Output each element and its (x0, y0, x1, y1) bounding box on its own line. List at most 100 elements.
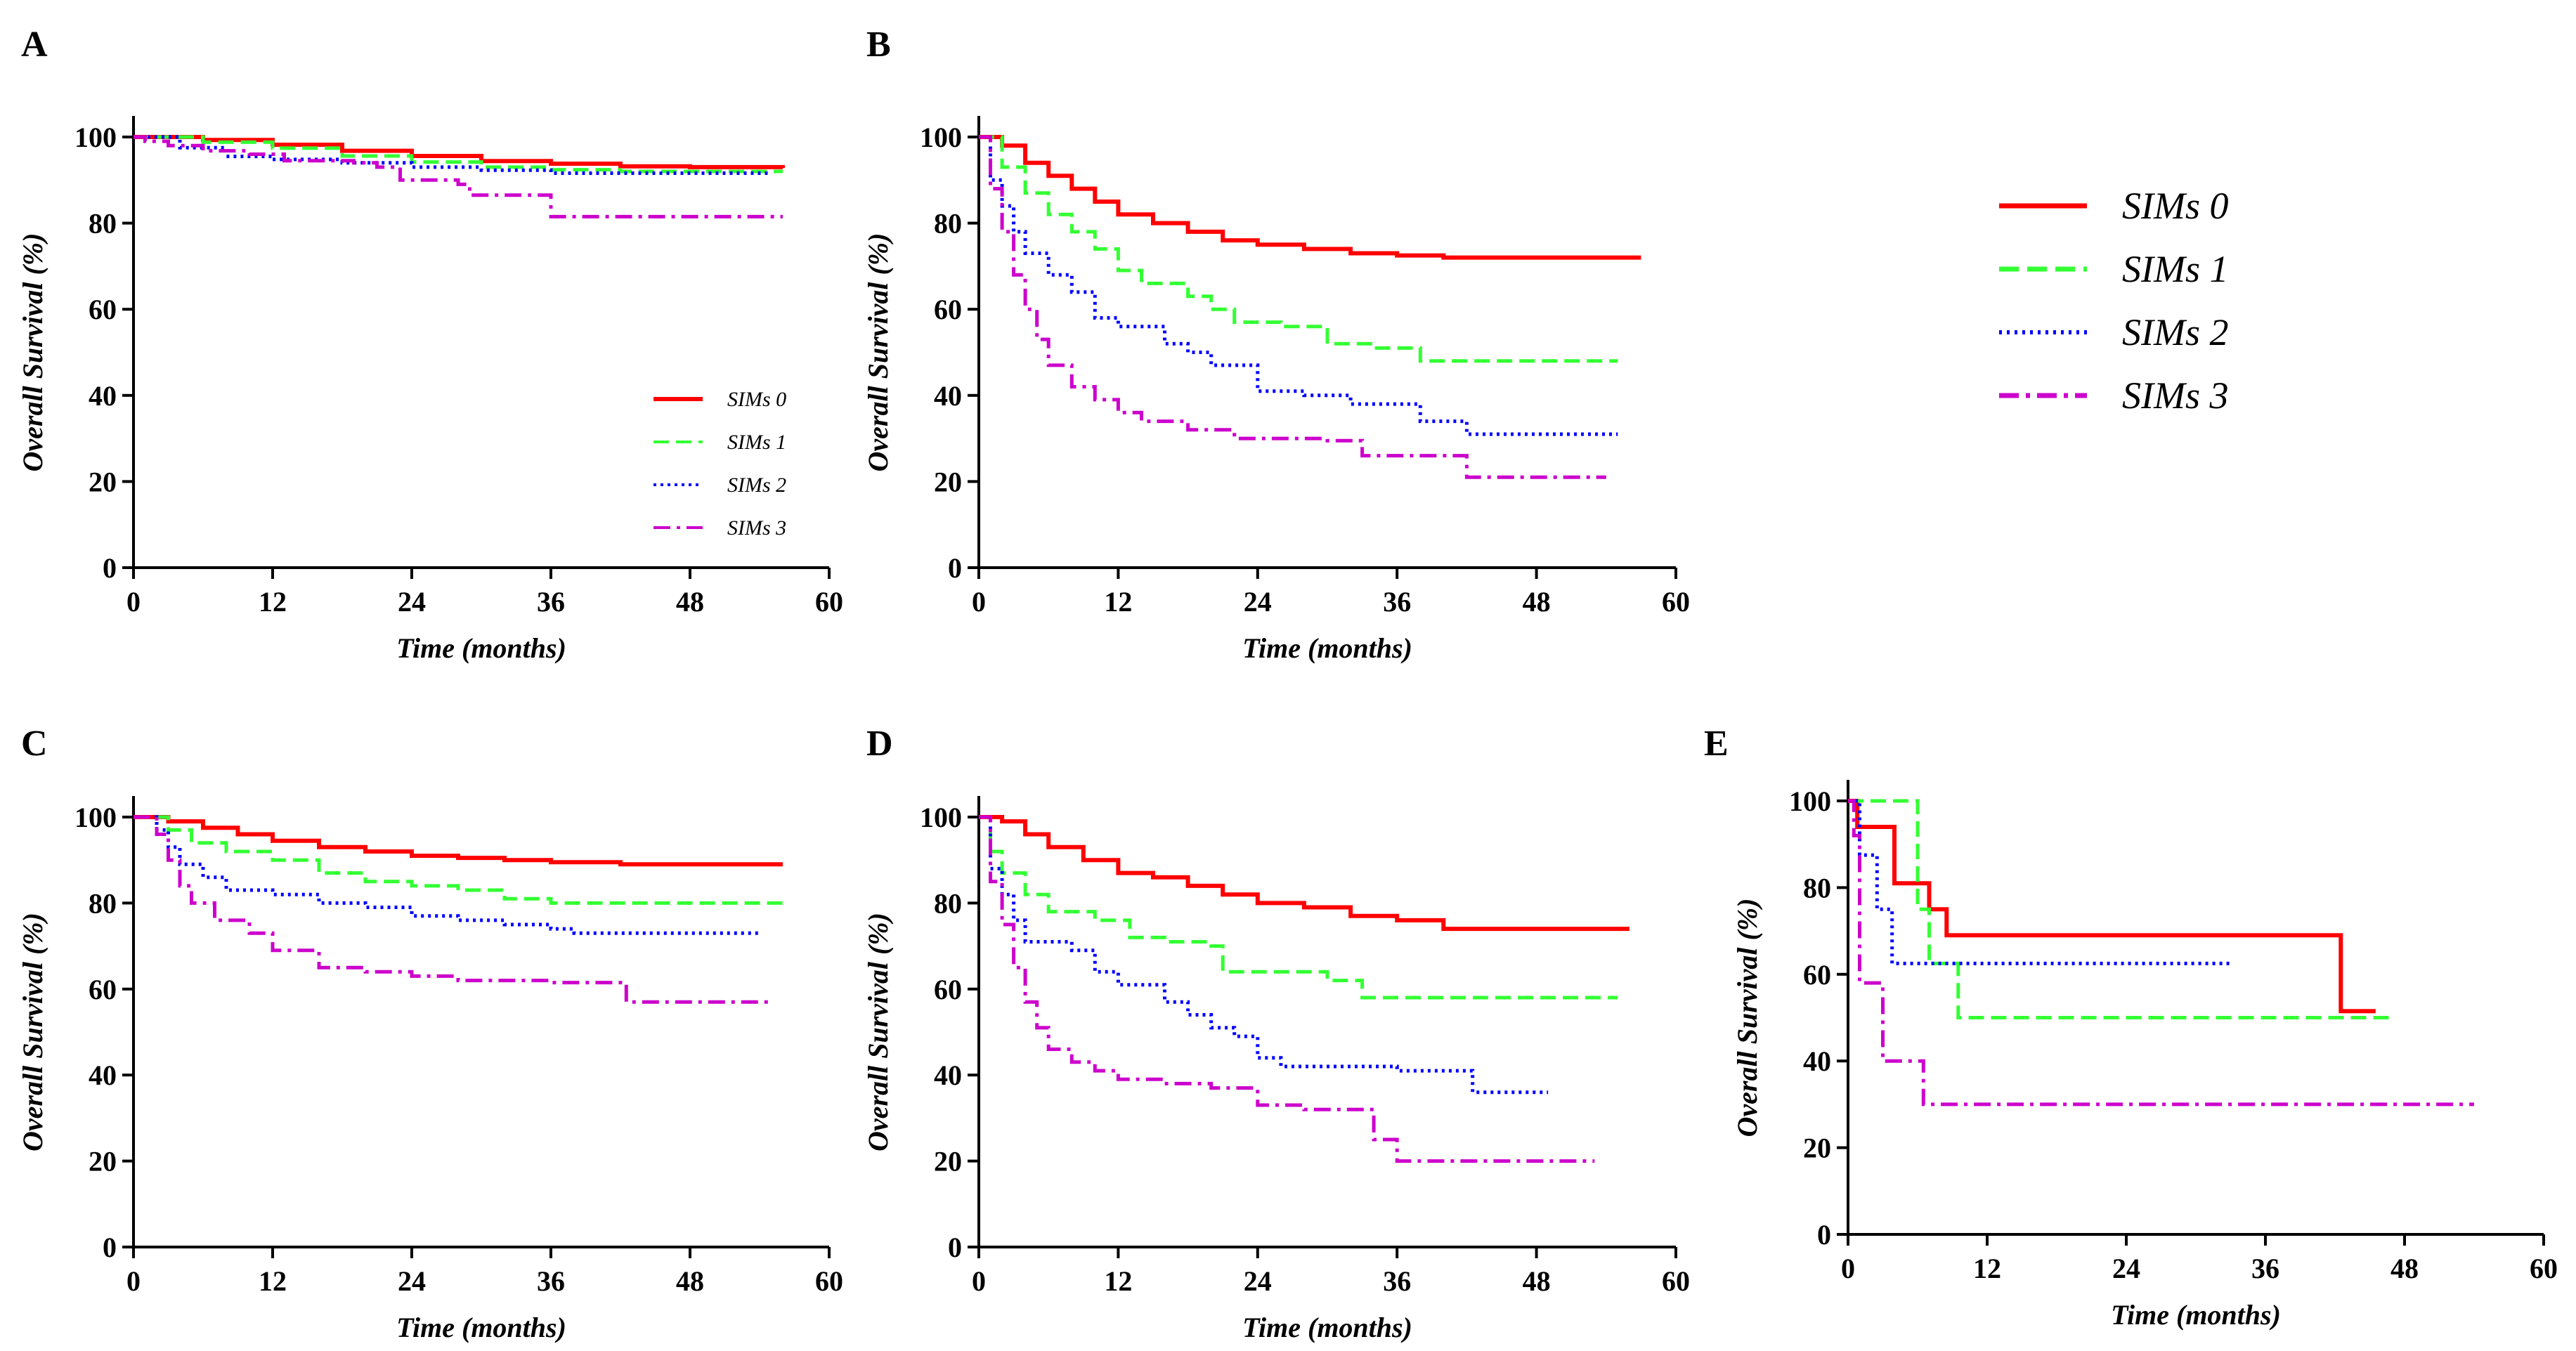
legend-label-a-sims-0: SIMs 0 (727, 388, 786, 411)
series-e-sims-1 (1848, 799, 2393, 1019)
series-e-sims-3 (1848, 799, 2474, 1107)
x-tick-label-c-36: 36 (537, 1265, 565, 1297)
x-tick-label-c-12: 12 (259, 1265, 287, 1297)
x-tick-label-a-60: 60 (815, 586, 843, 618)
global-legend-label-sims-3: SIMs 3 (2122, 374, 2228, 417)
y-axis-title-e: Overall Survival (%) (1731, 899, 1763, 1137)
x-tick-label-a-36: 36 (537, 586, 565, 618)
legend-a: SIMs 0 SIMs 1 SIMs 2 SIMs 3 (653, 388, 786, 540)
x-tick-label-c-60: 60 (815, 1265, 843, 1297)
y-tick-label-d-40: 40 (934, 1059, 962, 1091)
y-axis-title-d: Overall Survival (%) (862, 913, 894, 1151)
x-axis-title-d: Time (months) (1242, 1312, 1412, 1343)
x-tick-label-c-0: 0 (126, 1265, 141, 1297)
x-tick-label-c-48: 48 (676, 1265, 704, 1297)
series-c-sims-3 (134, 815, 772, 1004)
y-tick-label-e-20: 20 (1803, 1133, 1831, 1164)
y-axis-title-c: Overall Survival (%) (17, 913, 48, 1151)
x-tick-label-e-60: 60 (2530, 1253, 2558, 1284)
x-tick-label-a-0: 0 (126, 586, 141, 618)
series-a-sims-3 (134, 135, 783, 218)
series-d-sims-3 (979, 815, 1595, 1163)
x-tick-label-b-12: 12 (1104, 586, 1132, 618)
y-tick-label-d-60: 60 (934, 974, 962, 1005)
y-tick-label-e-100: 100 (1789, 785, 1831, 817)
y-tick-label-a-0: 0 (103, 552, 117, 584)
x-tick-label-d-24: 24 (1244, 1265, 1272, 1297)
series-e-sims-0 (1848, 799, 2376, 1014)
global-legend-label-sims-0: SIMs 0 (2122, 185, 2228, 227)
series-c-sims-0 (134, 815, 783, 867)
y-tick-label-b-100: 100 (920, 122, 962, 153)
y-tick-label-c-80: 80 (89, 887, 117, 919)
panels-container: A 0 12 24 36 48 60 0 20 40 60 80 100 Time (months) Ove… (17, 25, 2558, 1343)
y-tick-label-c-0: 0 (103, 1232, 117, 1263)
y-tick-label-e-80: 80 (1803, 872, 1831, 903)
panel-b: B 0 12 24 36 48 60 0 20 40 60 80 100 Time (months) Ove… (862, 25, 1690, 664)
x-tick-label-a-24: 24 (398, 586, 426, 618)
x-axis-title-c: Time (months) (396, 1312, 566, 1343)
y-tick-label-b-0: 0 (948, 552, 962, 584)
global-legend-label-sims-1: SIMs 1 (2122, 248, 2228, 290)
y-tick-label-e-60: 60 (1803, 959, 1831, 991)
x-tick-label-d-0: 0 (972, 1265, 986, 1297)
y-tick-label-d-100: 100 (920, 802, 962, 833)
x-axis-title-a: Time (months) (396, 632, 566, 664)
x-tick-label-e-48: 48 (2390, 1253, 2419, 1284)
x-tick-label-d-48: 48 (1523, 1265, 1551, 1297)
y-tick-label-c-40: 40 (89, 1059, 117, 1091)
panel-letter-a: A (21, 25, 48, 65)
series-d-sims-1 (979, 815, 1618, 1000)
y-tick-label-b-20: 20 (934, 466, 962, 497)
y-tick-label-e-40: 40 (1803, 1045, 1831, 1077)
x-tick-label-e-12: 12 (1973, 1253, 2001, 1284)
x-tick-label-b-24: 24 (1244, 586, 1272, 618)
x-tick-label-e-0: 0 (1841, 1253, 1855, 1284)
y-tick-label-b-80: 80 (934, 208, 962, 240)
y-tick-label-a-60: 60 (89, 294, 117, 325)
global-legend-label-sims-2: SIMs 2 (2122, 311, 2228, 353)
x-tick-label-b-60: 60 (1662, 586, 1690, 618)
x-tick-label-b-0: 0 (972, 586, 986, 618)
series-b-sims-1 (979, 135, 1618, 363)
series-b-sims-2 (979, 135, 1618, 436)
legend-label-a-sims-3: SIMs 3 (727, 516, 786, 540)
y-axis-title-a: Overall Survival (%) (17, 233, 48, 472)
y-tick-label-c-60: 60 (89, 974, 117, 1005)
legend-label-a-sims-1: SIMs 1 (727, 431, 786, 454)
x-tick-label-a-48: 48 (676, 586, 704, 618)
x-tick-label-a-12: 12 (259, 586, 287, 618)
y-tick-label-b-60: 60 (934, 294, 962, 325)
legend-label-a-sims-2: SIMs 2 (727, 474, 786, 497)
series-b-sims-3 (979, 135, 1606, 479)
y-tick-label-b-40: 40 (934, 380, 962, 412)
series-d-sims-2 (979, 815, 1549, 1095)
x-tick-label-c-24: 24 (398, 1265, 426, 1297)
panel-letter-e: E (1704, 724, 1729, 764)
panel-e: E 0 12 24 36 48 60 0 20 40 60 80 100 Time (months) Ove… (1704, 724, 2558, 1331)
series-c-sims-1 (134, 815, 783, 905)
series-a-sims-0 (134, 135, 785, 169)
series-e-sims-2 (1848, 799, 2231, 965)
panel-d: D 0 12 24 36 48 60 0 20 40 60 80 100 Time (months) Ove… (862, 724, 1690, 1343)
panel-letter-d: D (866, 724, 893, 764)
x-tick-label-e-24: 24 (2112, 1253, 2140, 1284)
y-tick-label-a-80: 80 (89, 208, 117, 240)
panel-letter-c: C (21, 724, 48, 764)
x-tick-label-d-60: 60 (1662, 1265, 1690, 1297)
y-tick-label-c-20: 20 (89, 1146, 117, 1177)
panel-letter-b: B (866, 25, 891, 65)
panel-a: A 0 12 24 36 48 60 0 20 40 60 80 100 Time (months) Ove… (17, 25, 843, 664)
x-axis-title-e: Time (months) (2111, 1299, 2281, 1331)
series-d-sims-0 (979, 815, 1629, 932)
panel-c: C 0 12 24 36 48 60 0 20 40 60 80 100 Time (months) Ove… (17, 724, 843, 1343)
y-tick-label-a-20: 20 (89, 466, 117, 497)
series-c-sims-2 (134, 815, 760, 935)
x-tick-label-b-48: 48 (1523, 586, 1551, 618)
y-axis-title-b: Overall Survival (%) (862, 233, 894, 472)
y-tick-label-e-0: 0 (1817, 1219, 1831, 1251)
x-tick-label-d-12: 12 (1104, 1265, 1132, 1297)
series-b-sims-0 (979, 135, 1641, 260)
global-legend: SIMs 0 SIMs 1 SIMs 2 SIMs 3 (1999, 185, 2228, 417)
